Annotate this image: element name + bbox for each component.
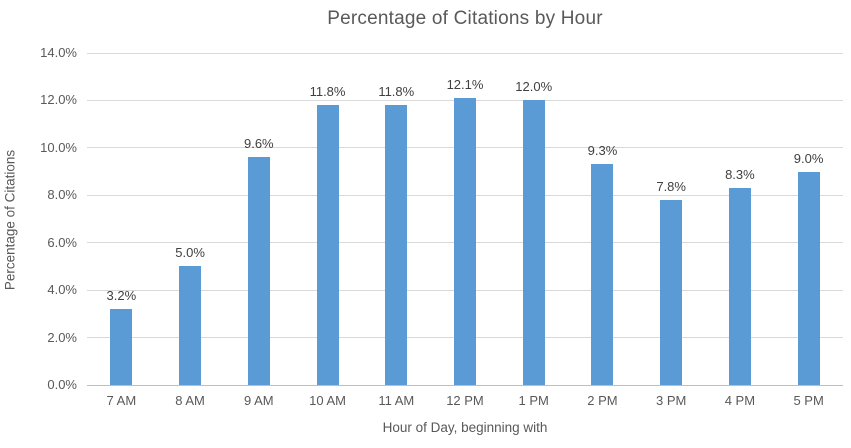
- bar-value-label: 11.8%: [378, 84, 415, 100]
- bar-value-label: 5.0%: [175, 245, 205, 261]
- bar: [797, 171, 820, 385]
- y-axis-tick-label: 0.0%: [47, 377, 77, 392]
- bar: [179, 266, 202, 385]
- bar-value-label: 12.0%: [515, 79, 553, 95]
- bar-value-label: 11.8%: [309, 84, 346, 100]
- x-axis-tick-label: 9 AM: [244, 393, 274, 408]
- bar: [522, 100, 545, 385]
- x-axis-tick-label: 2 PM: [587, 393, 618, 408]
- y-axis-tick-label: 14.0%: [40, 45, 77, 60]
- bar-value-label: 9.6%: [243, 136, 274, 152]
- bar: [316, 105, 339, 385]
- bar: [728, 188, 751, 385]
- x-axis-tick-label: 8 AM: [175, 393, 205, 408]
- bar-value-label: 7.8%: [656, 179, 686, 195]
- x-axis-tick-label: 12 PM: [446, 393, 484, 408]
- y-axis-tick-label: 4.0%: [47, 282, 77, 298]
- x-axis-line: [87, 384, 843, 386]
- bar-value-label: 12.1%: [446, 77, 484, 93]
- y-axis-title-text: Percentage of Citations: [2, 149, 18, 291]
- x-axis-title: Hour of Day, beginning with: [382, 420, 548, 435]
- bar: [110, 309, 133, 385]
- bar-value-label: 9.3%: [587, 143, 618, 159]
- bar: [454, 98, 476, 385]
- bar: [247, 157, 270, 385]
- y-axis-tick-label: 12.0%: [40, 92, 77, 108]
- x-axis-tick-label: 11 AM: [378, 393, 415, 408]
- plot-area: 0.0% 2.0% 4.0% 6.0% 8.0% 10.0% 12.0% 14.0% 3.2% 7…: [40, 45, 843, 408]
- y-axis-tick-label: 8.0%: [47, 187, 77, 203]
- y-axis-tick-label: 10.0%: [40, 139, 77, 155]
- bar: [591, 164, 614, 385]
- bar: [385, 105, 408, 385]
- x-axis-tick-label: 1 PM: [518, 393, 549, 408]
- chart-title: Percentage of Citations by Hour: [327, 8, 603, 29]
- y-axis-tick-label: 2.0%: [47, 329, 77, 345]
- x-axis-tick-label: 5 PM: [793, 393, 824, 408]
- gridline: [87, 52, 843, 54]
- bar: [660, 200, 683, 385]
- x-axis-tick-label: 7 AM: [106, 393, 137, 408]
- x-axis-tick-label: 3 PM: [656, 393, 687, 408]
- y-axis-tick-label: 6.0%: [47, 234, 77, 250]
- x-axis-tick-label: 4 PM: [724, 393, 756, 408]
- bar-value-label: 9.0%: [793, 150, 824, 166]
- x-axis-tick-label: 10 AM: [309, 393, 346, 408]
- bar-value-label: 3.2%: [106, 288, 137, 304]
- bar-value-label: 8.3%: [725, 167, 755, 183]
